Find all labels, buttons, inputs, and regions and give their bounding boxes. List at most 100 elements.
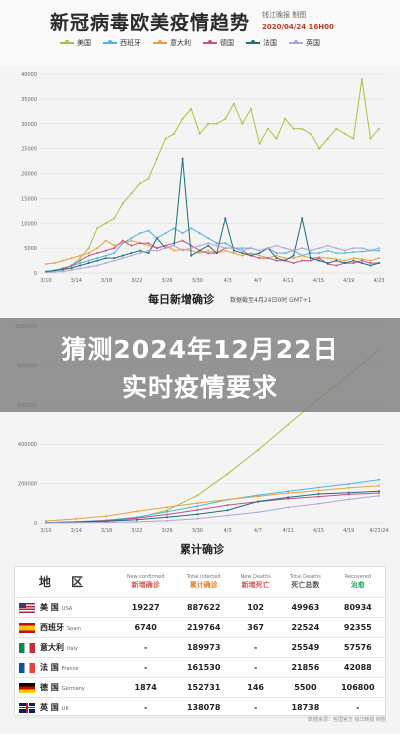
total-deaths-header-zh: 死亡总数 (291, 580, 320, 589)
data-point (166, 509, 169, 512)
x-tick-label: 3/10 (40, 278, 51, 284)
data-point (105, 515, 108, 518)
data-point (347, 482, 350, 485)
data-point (166, 513, 169, 516)
data-point (309, 132, 312, 135)
data-point (258, 142, 261, 145)
country-name-zh: 德 国 (40, 682, 59, 692)
data-point (287, 423, 290, 426)
data-point (147, 249, 150, 252)
x-tick-label: 3/30 (192, 278, 203, 284)
x-tick-label: 3/14 (71, 278, 82, 284)
y-tick-label: 5000 (24, 246, 37, 252)
country-cell: 意大利 Italy (15, 637, 115, 658)
recovered-header-en: Recovered (344, 573, 371, 580)
legend-swatch (103, 40, 117, 44)
new-deaths-cell: 102 (231, 597, 281, 618)
data-point (207, 252, 210, 255)
legend-label: 西班牙 (120, 39, 141, 47)
data-point (226, 472, 229, 475)
data-point (198, 132, 201, 135)
cumulative-chart-title: 累计确诊 (180, 543, 224, 556)
new-confirmed-header: New confirmed 新增确诊 (115, 567, 177, 598)
series-line (45, 495, 380, 524)
series-line (45, 240, 379, 273)
data-point (173, 244, 176, 247)
data-point (301, 247, 304, 250)
y-tick-label: 30000 (21, 122, 37, 128)
table-row: 西班牙 Spain 6740 219764 367 22524 92355 (15, 617, 385, 638)
total-infected-header: Total infected 累计确诊 (176, 567, 232, 598)
data-point (87, 266, 90, 269)
data-point (181, 249, 184, 252)
data-point (369, 137, 372, 140)
data-point (113, 217, 116, 220)
data-point (232, 249, 235, 252)
data-point (104, 249, 107, 252)
data-point (369, 259, 372, 262)
data-point (343, 249, 346, 252)
data-point (347, 491, 350, 494)
data-point (232, 102, 235, 105)
total-deaths-header-en: Total Deaths (289, 573, 321, 580)
data-point (45, 271, 47, 274)
data-point (113, 244, 116, 247)
total-infected-cell: 161530 (176, 657, 232, 678)
recovered-header: Recovered 治愈 (330, 567, 385, 598)
recovered-cell: 80934 (330, 597, 385, 618)
y-tick-label: 20000 (21, 172, 37, 178)
data-point (369, 249, 372, 252)
data-point (130, 192, 133, 195)
data-point (343, 259, 346, 262)
y-tick-label: 200000 (18, 482, 37, 488)
data-point (173, 249, 176, 252)
data-point (121, 202, 124, 205)
data-point (196, 505, 199, 508)
data-point (121, 257, 124, 260)
data-point (70, 269, 73, 272)
data-point (343, 262, 346, 265)
total-infected-cell: 887622 (176, 597, 232, 618)
data-point (121, 242, 124, 245)
data-point (284, 117, 287, 120)
table-row: 美 国 USA 19227 887622 102 49963 80934 (15, 597, 385, 618)
recovered-cell: 106800 (330, 677, 385, 698)
data-point (360, 77, 363, 80)
legend-label: 法国 (263, 39, 277, 47)
new-deaths-header-en: New Deaths (240, 573, 271, 580)
series-line (45, 240, 380, 265)
data-point (181, 239, 184, 242)
data-point (241, 252, 244, 255)
data-point (104, 262, 107, 265)
data-point (258, 252, 261, 255)
data-point (241, 122, 244, 125)
data-point (138, 182, 141, 185)
data-point (70, 257, 73, 260)
france-flag-icon (19, 662, 35, 673)
data-point (79, 257, 82, 260)
data-point (287, 497, 290, 500)
data-point (207, 242, 210, 245)
data-point (317, 502, 320, 505)
data-point (190, 247, 193, 250)
data-point (190, 227, 193, 230)
publisher-label: 钱江晚报 制图 (262, 11, 307, 19)
data-point (62, 268, 65, 271)
data-point (164, 247, 167, 250)
data-point (147, 252, 150, 255)
legend-item: 意大利 (153, 38, 191, 48)
total-infected-cell: 189973 (176, 637, 232, 658)
x-tick-label: 3/22 (131, 528, 142, 534)
legend-item: 美国 (60, 38, 91, 48)
new-confirmed-cell: 1874 (115, 677, 177, 698)
data-point (378, 494, 380, 497)
legend-swatch (153, 40, 167, 44)
data-point (284, 257, 287, 260)
country-name-zh: 法 国 (40, 662, 59, 672)
data-point (207, 249, 210, 252)
data-point (275, 252, 278, 255)
data-point (164, 244, 167, 247)
table-row: 法 国 France -161530-21856 42088 (15, 657, 385, 678)
new-deaths-header: New Deaths 新增死亡 (231, 567, 281, 598)
country-name-en: Italy (67, 645, 78, 652)
